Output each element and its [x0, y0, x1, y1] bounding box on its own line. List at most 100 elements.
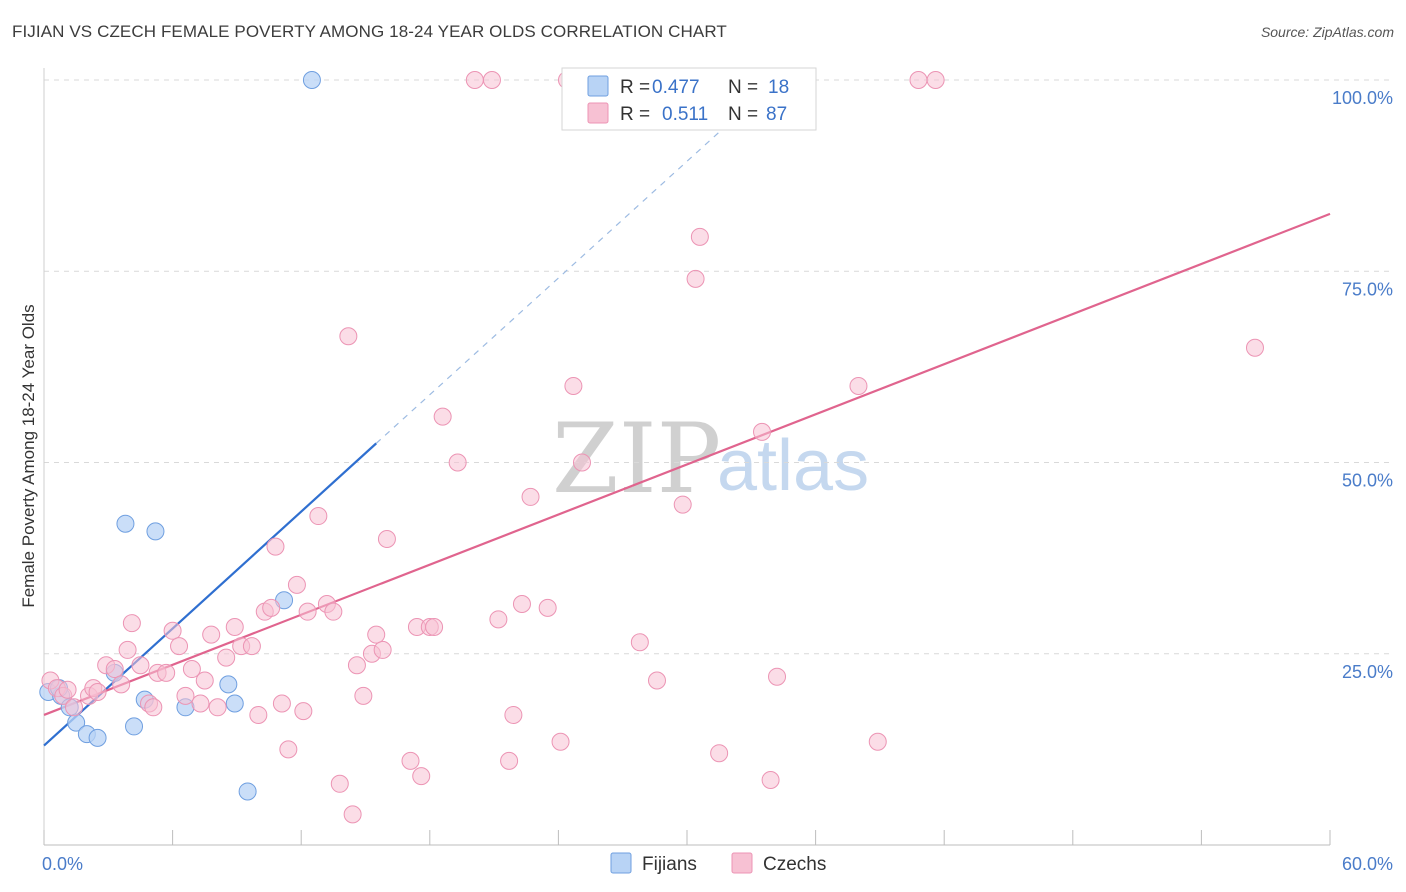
czechs-point-36	[287, 575, 306, 594]
czechs-trend-line	[43, 212, 1331, 716]
czechs-point-55	[425, 617, 444, 636]
legend-n-value-fijians: 18	[768, 77, 789, 98]
czechs-point-74	[690, 227, 709, 246]
czechs-point-57	[448, 453, 467, 472]
czechs-point-78	[753, 422, 772, 441]
czechs-point-32	[262, 598, 281, 617]
czechs-point-10	[112, 675, 131, 694]
czechs-point-21	[182, 660, 201, 679]
czechs-point-12	[122, 614, 141, 633]
czechs-point-3	[58, 680, 77, 699]
czechs-point-39	[309, 507, 328, 526]
chart-title: FIJIAN VS CZECH FEMALE POVERTY AMONG 18-…	[12, 22, 727, 41]
czechs-point-13	[131, 656, 150, 675]
czechs-point-80	[768, 667, 787, 686]
czechs-point-49	[373, 640, 392, 659]
y-tick-label-75: 75.0%	[1342, 279, 1393, 299]
legend-r-label-fijians: R =	[620, 77, 650, 98]
gridlines	[44, 79, 1392, 655]
czechs-point-44	[343, 805, 362, 824]
data-points	[39, 71, 1264, 824]
czechs-point-81	[849, 377, 868, 395]
series-legend-swatch-czechs	[731, 852, 753, 874]
czechs-point-7	[88, 683, 107, 701]
czechs-point-17	[157, 663, 176, 682]
fijians-point-13	[225, 694, 244, 713]
x-tick-label-max: 60.0%	[1342, 854, 1393, 874]
series-legend-swatch-fijians	[610, 852, 632, 874]
czechs-point-60	[489, 610, 508, 629]
czechs-point-22	[191, 694, 210, 713]
czechs-point-9	[105, 660, 124, 679]
watermark-atlas: atlas	[717, 426, 869, 506]
czechs-point-50	[377, 530, 396, 548]
czechs-point-72	[647, 671, 666, 690]
y-tick-label-25: 25.0%	[1342, 662, 1393, 682]
czechs-point-26	[217, 648, 236, 667]
czechs-point-83	[909, 71, 928, 89]
czechs-point-38	[298, 602, 317, 621]
x-tick-label-min: 0.0%	[42, 854, 83, 874]
czechs-point-29	[242, 637, 261, 656]
y-axis-label: Female Poverty Among 18-24 Year Olds	[19, 304, 38, 607]
czechs-point-62	[504, 705, 523, 724]
czechs-point-48	[367, 625, 386, 644]
fijians-point-14	[238, 782, 257, 801]
czechs-point-25	[208, 698, 227, 717]
czechs-point-34	[272, 694, 291, 713]
czechs-point-69	[572, 453, 591, 472]
czechs-point-4	[65, 698, 84, 717]
legend-r-value-fijians: 0.477	[652, 77, 700, 98]
fijians-point-7	[116, 514, 135, 533]
tick-labels: 25.0% 50.0% 75.0% 100.0% 0.0% 60.0%	[42, 88, 1393, 874]
axes	[43, 68, 1331, 846]
fijians-trend-extension	[375, 102, 752, 444]
czechs-point-64	[521, 487, 540, 506]
czechs-point-15	[144, 698, 163, 717]
czechs-point-66	[551, 732, 570, 751]
czechs-point-35	[279, 740, 298, 759]
czechs-point-30	[249, 705, 268, 724]
series-legend-label-fijians: Fijians	[642, 854, 697, 875]
czechs-point-75	[686, 269, 705, 288]
series-legend-label-czechs: Czechs	[763, 854, 826, 875]
czechs-point-43	[339, 327, 358, 346]
czechs-point-56	[433, 407, 452, 426]
series-legend: Fijians Czechs	[610, 852, 826, 875]
czechs-point-20	[176, 686, 195, 705]
czechs-point-24	[202, 625, 221, 644]
legend-r-value-czechs: 0.511	[662, 104, 708, 125]
czechs-point-27	[225, 617, 244, 636]
czechs-point-65	[538, 598, 557, 617]
czechs-point-71	[630, 633, 649, 652]
czechs-point-41	[324, 602, 343, 621]
czechs-point-11	[118, 640, 137, 659]
fijians-point-10	[146, 522, 165, 541]
source-credit: Source: ZipAtlas.com	[1260, 24, 1394, 40]
legend-n-label-fijians: N =	[728, 77, 758, 98]
fijians-point-5	[88, 728, 107, 747]
czechs-point-85	[1245, 338, 1264, 357]
czechs-point-76	[710, 744, 729, 763]
y-tick-label-50: 50.0%	[1342, 471, 1393, 491]
legend-r-label-czechs: R =	[620, 104, 650, 125]
legend-swatch-fijians	[587, 75, 609, 97]
czechs-point-73	[673, 495, 692, 514]
legend-box: R = 0.477 N = 18 R = 0.511 N = 87	[561, 67, 817, 131]
czechs-point-37	[294, 702, 313, 721]
czechs-point-51	[401, 751, 420, 770]
legend-swatch-czechs	[587, 102, 609, 124]
czechs-point-18	[163, 621, 182, 640]
fijians-point-8	[125, 717, 144, 736]
czechs-point-61	[500, 751, 519, 770]
czechs-point-23	[195, 671, 214, 690]
czechs-point-58	[465, 71, 484, 89]
legend-n-label-czechs: N =	[728, 104, 758, 125]
czechs-point-19	[170, 637, 189, 656]
legend-n-value-czechs: 87	[766, 104, 787, 125]
czechs-point-82	[868, 732, 887, 751]
czechs-point-42	[330, 774, 349, 793]
fijians-point-12	[219, 675, 238, 694]
czechs-point-63	[512, 595, 531, 614]
